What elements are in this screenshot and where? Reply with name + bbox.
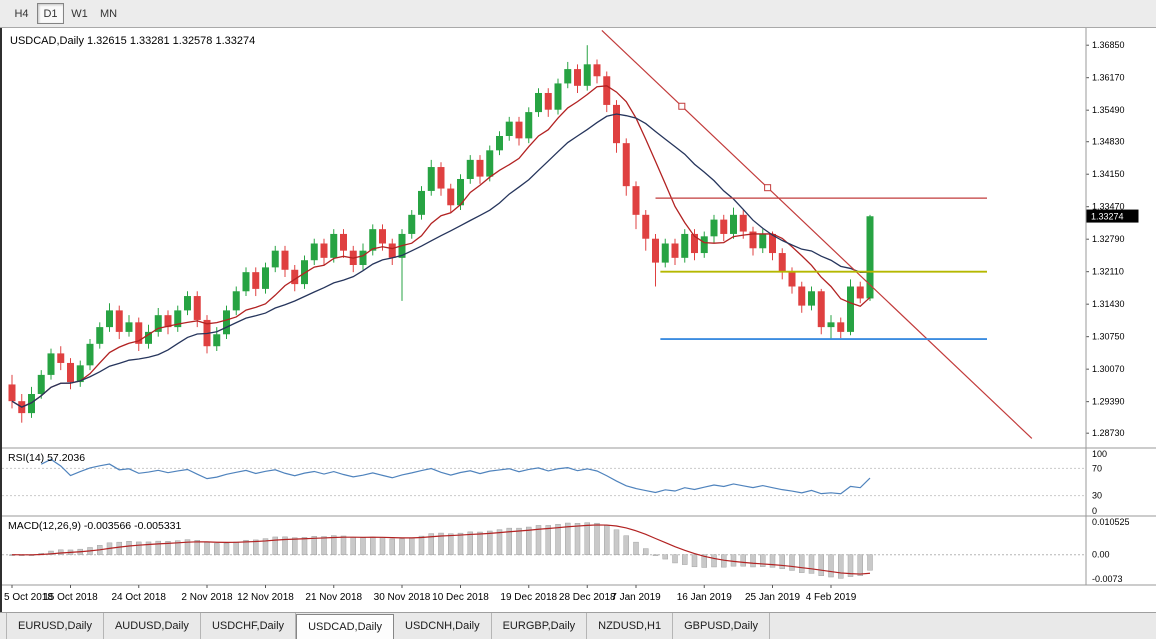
chart-tab-gbpusd[interactable]: GBPUSD,Daily [673,613,771,639]
svg-text:0.010525: 0.010525 [1092,517,1130,527]
svg-text:1.36850: 1.36850 [1092,40,1125,50]
svg-text:30 Nov 2018: 30 Nov 2018 [374,592,431,603]
svg-text:5 Oct 2018: 5 Oct 2018 [4,592,53,603]
svg-text:100: 100 [1092,449,1107,459]
svg-text:1.33274: 1.33274 [1091,212,1124,222]
svg-text:1.33470: 1.33470 [1092,202,1125,212]
svg-text:10 Dec 2018: 10 Dec 2018 [432,592,489,603]
svg-text:1.32110: 1.32110 [1092,267,1124,277]
ma-fast-line [11,85,871,408]
svg-text:12 Nov 2018: 12 Nov 2018 [237,592,294,603]
svg-text:16 Jan 2019: 16 Jan 2019 [677,592,732,603]
svg-text:1.29390: 1.29390 [1092,397,1125,407]
svg-text:1.30750: 1.30750 [1092,332,1125,342]
panel-frame [2,28,1156,586]
svg-text:1.35490: 1.35490 [1092,105,1125,115]
chart-window: 1.36850 1.36170 1.35490 1.34830 1.34150 1.334… [0,28,1156,612]
svg-text:30: 30 [1092,491,1102,501]
candlestick-series [8,45,874,423]
svg-text:1.34830: 1.34830 [1092,137,1125,147]
chart-tabs-bar: EURUSD,Daily AUDUSD,Daily USDCHF,Daily USDC… [0,612,1156,639]
price-axis: 1.36850 1.36170 1.35490 1.34830 1.34150 1.334… [1086,40,1125,438]
macd-axis-labels: 0.010525 0.00 -0.0073 [1092,517,1130,584]
svg-text:24 Oct 2018: 24 Oct 2018 [112,592,167,603]
macd-indicator-label: MACD(12,26,9) -0.003566 -0.005331 [8,520,182,532]
chart-tab-usdchf[interactable]: USDCHF,Daily [201,613,297,639]
timeframe-button-w1[interactable]: W1 [66,3,93,24]
svg-text:25 Jan 2019: 25 Jan 2019 [745,592,800,603]
svg-text:2 Nov 2018: 2 Nov 2018 [181,592,233,603]
chart-tab-eurusd[interactable]: EURUSD,Daily [6,613,104,639]
timeframe-toolbar: H4 D1 W1 MN [0,0,1156,28]
svg-text:1.36170: 1.36170 [1092,73,1125,83]
rsi-levels: 100 70 30 0 [2,449,1107,516]
chart-tab-audusd[interactable]: AUDUSD,Daily [104,613,201,639]
macd-signal-line [11,524,871,575]
svg-text:15 Oct 2018: 15 Oct 2018 [43,592,98,603]
chart-tab-usdcnh[interactable]: USDCNH,Daily [394,613,492,639]
svg-text:1.28730: 1.28730 [1092,428,1125,438]
ma-slow-line [11,113,871,408]
svg-text:21 Nov 2018: 21 Nov 2018 [305,592,362,603]
timeframe-button-d1[interactable]: D1 [37,3,64,24]
chart-tab-usdcad[interactable]: USDCAD,Daily [296,614,395,639]
svg-text:1.34150: 1.34150 [1092,169,1125,179]
timeframe-button-mn[interactable]: MN [95,3,122,24]
svg-text:19 Dec 2018: 19 Dec 2018 [500,592,557,603]
svg-text:0: 0 [1092,506,1097,516]
rsi-line [40,458,871,495]
svg-text:4 Feb 2019: 4 Feb 2019 [806,592,857,603]
svg-text:70: 70 [1092,463,1102,473]
chart-tab-eurgbp[interactable]: EURGBP,Daily [492,613,588,639]
svg-text:28 Dec 2018: 28 Dec 2018 [559,592,616,603]
chart-tab-nzdusd[interactable]: NZDUSD,H1 [587,613,674,639]
chart-ohlc-title: USDCAD,Daily 1.32615 1.33281 1.32578 1.3… [10,35,256,47]
svg-text:0.00: 0.00 [1092,550,1110,560]
rsi-indicator-label: RSI(14) 57.2036 [8,452,86,464]
svg-text:1.30070: 1.30070 [1092,364,1125,374]
trendline [601,29,1033,439]
svg-text:1.31430: 1.31430 [1092,299,1125,309]
svg-text:1.32790: 1.32790 [1092,234,1125,244]
svg-text:-0.0073: -0.0073 [1092,574,1123,584]
current-price-badge: 1.33274 [1086,209,1139,223]
timeframe-button-h4[interactable]: H4 [8,3,35,24]
svg-text:7 Jan 2019: 7 Jan 2019 [611,592,661,603]
chart-canvas[interactable]: 1.36850 1.36170 1.35490 1.34830 1.34150 1.334… [2,28,1156,612]
